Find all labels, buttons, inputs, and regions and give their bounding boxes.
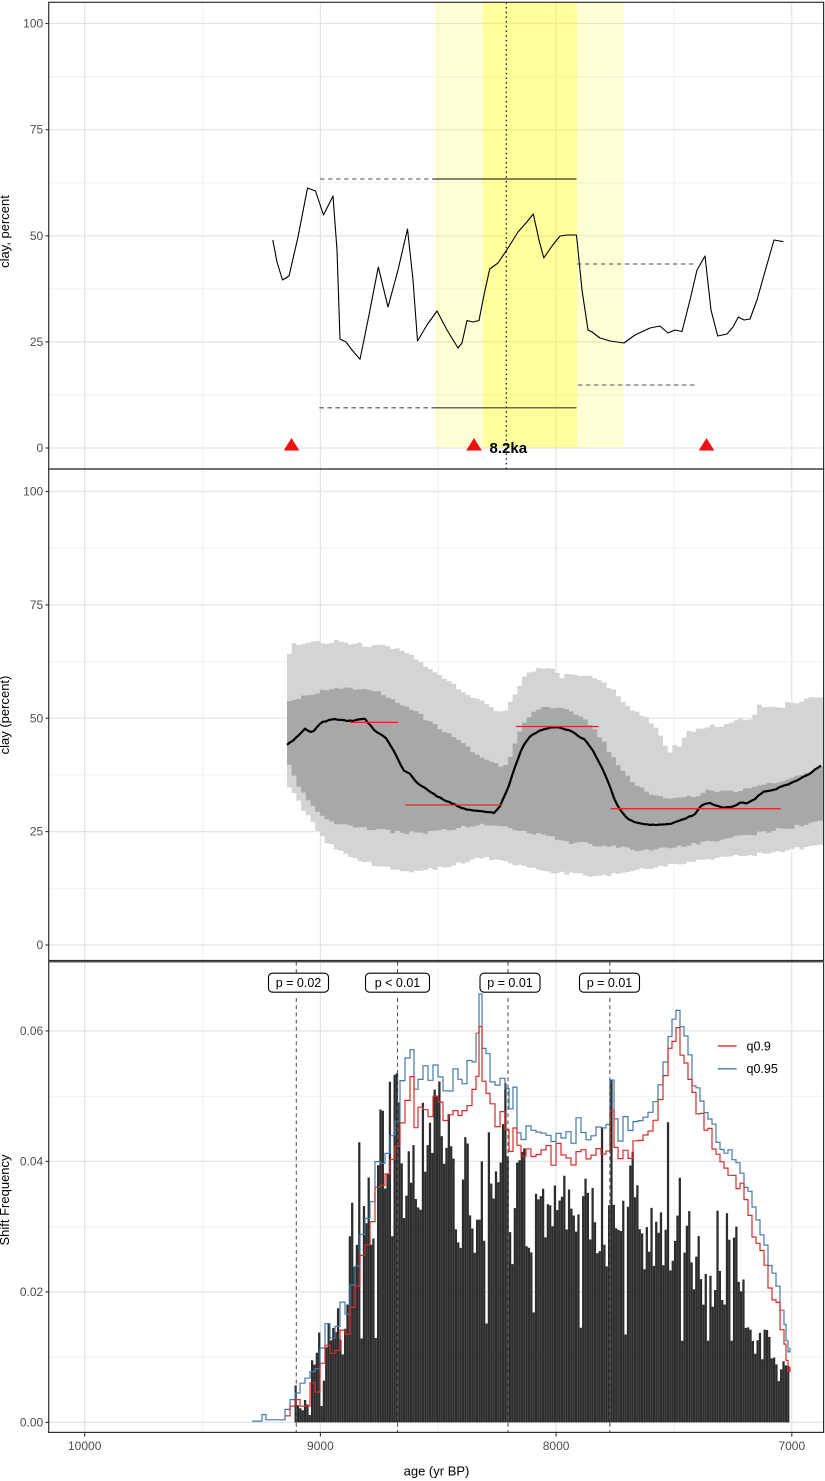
svg-text:0.04: 0.04 <box>20 1154 44 1168</box>
svg-text:clay, percent: clay, percent <box>0 195 12 268</box>
svg-text:p = 0.01: p = 0.01 <box>587 976 633 990</box>
svg-text:7000: 7000 <box>778 1439 805 1453</box>
svg-text:25: 25 <box>30 825 44 839</box>
svg-text:0.06: 0.06 <box>20 1024 44 1038</box>
svg-text:0: 0 <box>37 938 44 952</box>
svg-text:p < 0.01: p < 0.01 <box>375 976 421 990</box>
svg-text:q0.95: q0.95 <box>747 1062 778 1076</box>
svg-text:10000: 10000 <box>68 1439 102 1453</box>
svg-text:100: 100 <box>23 485 43 499</box>
svg-text:8000: 8000 <box>543 1439 570 1453</box>
svg-text:clay (percent): clay (percent) <box>0 676 12 755</box>
svg-text:8.2ka: 8.2ka <box>490 440 528 457</box>
svg-text:q0.9: q0.9 <box>747 1039 771 1053</box>
svg-text:75: 75 <box>30 123 44 137</box>
svg-text:p = 0.02: p = 0.02 <box>276 976 322 990</box>
svg-text:0.00: 0.00 <box>20 1415 44 1429</box>
svg-text:age (yr BP): age (yr BP) <box>404 1464 470 1479</box>
svg-text:75: 75 <box>30 598 44 612</box>
svg-text:50: 50 <box>30 229 44 243</box>
svg-text:50: 50 <box>30 711 44 725</box>
svg-text:100: 100 <box>23 17 43 31</box>
svg-text:Shift Frequency: Shift Frequency <box>0 1154 12 1246</box>
svg-text:0.02: 0.02 <box>20 1285 44 1299</box>
svg-text:25: 25 <box>30 335 44 349</box>
svg-text:p = 0.01: p = 0.01 <box>487 976 533 990</box>
svg-text:9000: 9000 <box>307 1439 334 1453</box>
svg-text:0: 0 <box>37 441 44 455</box>
